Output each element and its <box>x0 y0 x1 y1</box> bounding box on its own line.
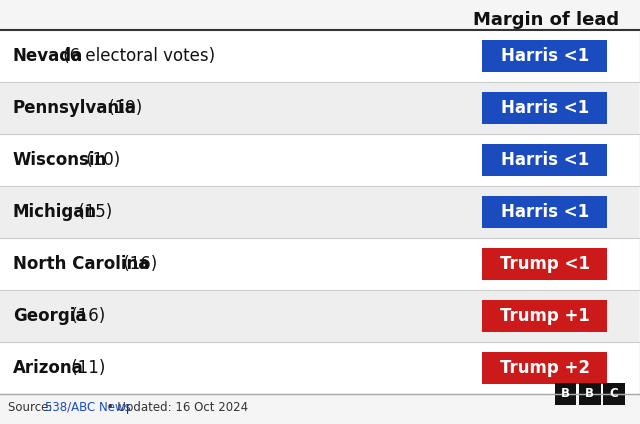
FancyBboxPatch shape <box>603 383 625 405</box>
Text: Trump <1: Trump <1 <box>500 255 589 273</box>
Text: Pennsylvania: Pennsylvania <box>13 99 137 117</box>
FancyBboxPatch shape <box>483 144 607 176</box>
Text: (16): (16) <box>118 255 157 273</box>
Text: Georgia: Georgia <box>13 307 86 325</box>
FancyBboxPatch shape <box>0 186 639 238</box>
FancyBboxPatch shape <box>483 196 607 228</box>
FancyBboxPatch shape <box>483 300 607 332</box>
FancyBboxPatch shape <box>483 352 607 384</box>
Text: (6 electoral votes): (6 electoral votes) <box>58 47 215 65</box>
Text: B: B <box>585 388 594 400</box>
Text: • Updated: 16 Oct 2024: • Updated: 16 Oct 2024 <box>104 401 248 414</box>
FancyBboxPatch shape <box>0 30 639 82</box>
Text: Arizona: Arizona <box>13 359 84 377</box>
Text: Nevada: Nevada <box>13 47 83 65</box>
FancyBboxPatch shape <box>483 92 607 124</box>
Text: Harris <1: Harris <1 <box>500 151 589 169</box>
Text: Michigan: Michigan <box>13 203 97 221</box>
Text: (10): (10) <box>81 151 120 169</box>
Text: Trump +1: Trump +1 <box>500 307 589 325</box>
Text: Harris <1: Harris <1 <box>500 47 589 65</box>
Text: (19): (19) <box>103 99 143 117</box>
Text: North Carolina: North Carolina <box>13 255 149 273</box>
Text: Harris <1: Harris <1 <box>500 99 589 117</box>
FancyBboxPatch shape <box>0 134 639 186</box>
Text: 538/ABC News: 538/ABC News <box>45 401 131 414</box>
FancyBboxPatch shape <box>0 238 639 290</box>
Text: Harris <1: Harris <1 <box>500 203 589 221</box>
Text: Trump +2: Trump +2 <box>500 359 589 377</box>
Text: (16): (16) <box>65 307 105 325</box>
Text: Margin of lead: Margin of lead <box>473 11 620 28</box>
FancyBboxPatch shape <box>0 82 639 134</box>
FancyBboxPatch shape <box>0 290 639 342</box>
FancyBboxPatch shape <box>483 248 607 280</box>
Text: B: B <box>561 388 570 400</box>
Text: (11): (11) <box>65 359 105 377</box>
FancyBboxPatch shape <box>579 383 600 405</box>
Text: C: C <box>609 388 618 400</box>
Text: Wisconsin: Wisconsin <box>13 151 107 169</box>
FancyBboxPatch shape <box>483 40 607 72</box>
Text: Source:: Source: <box>8 401 56 414</box>
FancyBboxPatch shape <box>554 383 576 405</box>
Text: (15): (15) <box>73 203 113 221</box>
FancyBboxPatch shape <box>0 342 639 394</box>
